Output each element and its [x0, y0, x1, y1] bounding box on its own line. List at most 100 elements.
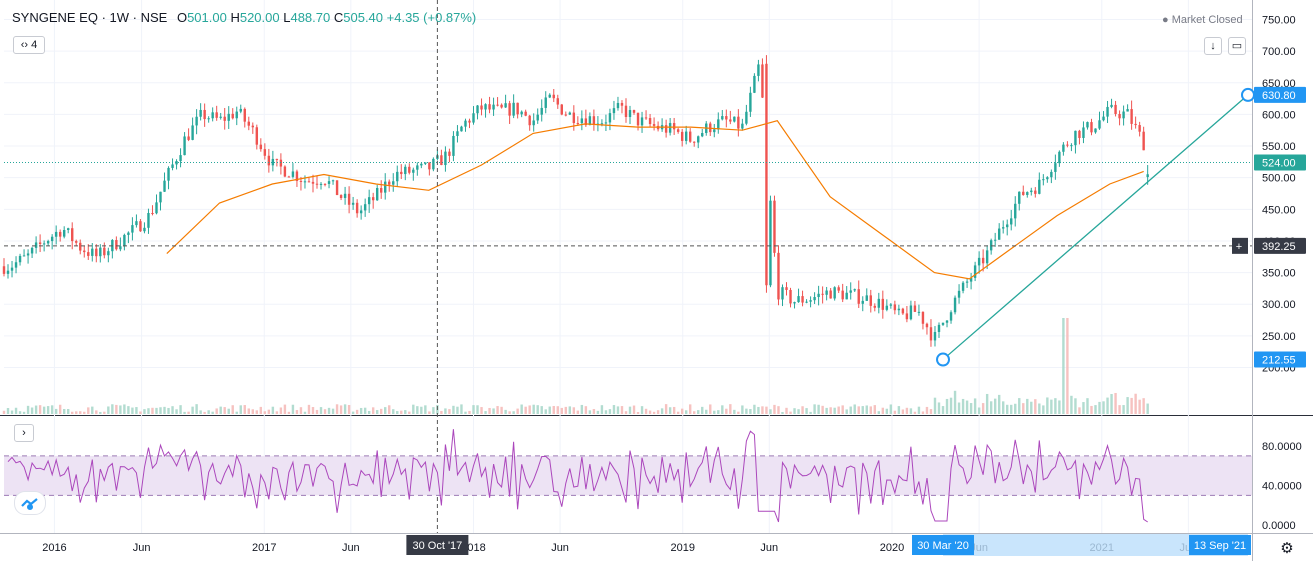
candle-body [857, 289, 860, 304]
candle-body [291, 171, 295, 177]
volume-bar [745, 408, 748, 414]
volume-bar [564, 406, 568, 414]
volume-bar [472, 405, 475, 414]
volume-bar [1086, 398, 1089, 414]
candle-body [127, 232, 130, 235]
price-tick-label: 350.00 [1262, 268, 1296, 280]
volume-bar [1114, 392, 1117, 414]
volume-bar [612, 405, 616, 414]
volume-bar [484, 411, 487, 414]
volume-bar [556, 406, 559, 414]
volume-bar [231, 405, 234, 414]
volume-bars [2, 318, 1149, 414]
volume-bar [416, 406, 419, 414]
candle-body [945, 320, 949, 323]
volume-bar [512, 411, 515, 414]
candle-body [38, 242, 42, 244]
price-axis[interactable]: 200.00250.00300.00350.00400.00450.00500.… [1262, 15, 1302, 533]
price-tick-label: 750.00 [1262, 15, 1296, 27]
trendline-start-handle[interactable] [936, 352, 951, 367]
volume-bar [660, 408, 664, 414]
volume-bar [797, 409, 800, 414]
candle-body [428, 162, 431, 170]
rsi-toggle-button[interactable]: › [14, 424, 34, 442]
chart-legend: SYNGENE EQ · 1W · NSE O501.00 H520.00 L4… [12, 10, 476, 25]
candle-body [873, 305, 876, 308]
candle-body [351, 202, 355, 205]
volume-bar [536, 405, 539, 414]
ohlc-values: O501.00 H520.00 L488.70 C505.40 +4.35 (+… [176, 10, 477, 25]
candle-body [315, 183, 319, 185]
candle-body [576, 123, 580, 125]
candle-body [953, 297, 957, 313]
candle-body [62, 230, 66, 237]
volume-bar [432, 407, 435, 414]
market-status: ● Market Closed [1162, 14, 1243, 26]
volume-bar [845, 409, 848, 414]
candle-body [247, 121, 250, 126]
volume-bar [363, 407, 367, 414]
gear-icon[interactable]: ⚙ [1280, 540, 1294, 557]
volume-bar [709, 404, 712, 414]
volume-bar [191, 406, 194, 414]
candle-body [488, 104, 491, 110]
candle-body [632, 110, 636, 113]
volume-bar [428, 411, 431, 414]
volume-bar [243, 405, 246, 414]
volume-bar [1130, 397, 1133, 414]
candle-body [1146, 174, 1149, 178]
candle-body [917, 311, 921, 313]
candle-body [223, 116, 226, 121]
volume-bar [1074, 398, 1077, 414]
candle-body [680, 131, 684, 141]
candle-body [472, 113, 475, 123]
candle-body [684, 131, 688, 141]
candle-body [1034, 190, 1037, 194]
overlays [4, 0, 1255, 533]
volume-bar [444, 408, 447, 414]
volume-bar [235, 411, 238, 414]
volume-bar [58, 404, 62, 414]
candle-body [243, 108, 246, 122]
candle-body [1094, 128, 1097, 133]
candle-body [1134, 123, 1137, 126]
tradingview-logo-icon[interactable] [14, 491, 46, 515]
volume-bar [620, 406, 624, 414]
volume-bar [817, 404, 820, 414]
volume-bar [34, 405, 38, 414]
volume-bar [1058, 400, 1061, 414]
volume-bar [588, 410, 592, 414]
volume-bar [311, 407, 315, 414]
candle-body [749, 92, 752, 112]
volume-bar [881, 407, 885, 414]
volume-bar [6, 408, 10, 414]
arrow-down-icon[interactable]: ↓ [1204, 37, 1222, 55]
price-tick-label: 450.00 [1262, 204, 1296, 216]
candle-body [600, 123, 604, 125]
candle-body [797, 296, 800, 303]
candles [2, 55, 1149, 347]
volume-bar [688, 404, 692, 414]
volume-bar [351, 411, 355, 414]
candle-body [480, 105, 483, 110]
rsi-line [7, 429, 1148, 523]
candle-body [701, 133, 704, 137]
candle-body [1098, 120, 1101, 129]
volume-bar [741, 405, 744, 414]
fullscreen-icon[interactable]: ▭ [1228, 37, 1246, 55]
volume-bar [267, 409, 271, 414]
volume-bar [79, 411, 82, 414]
volume-bar [568, 406, 572, 414]
candle-body [504, 103, 507, 108]
symbol-title[interactable]: SYNGENE EQ · 1W · NSE [12, 10, 168, 25]
candle-body [556, 98, 559, 105]
volume-bar [616, 406, 620, 414]
trendline-end-handle[interactable] [1240, 87, 1255, 102]
last-price-label: 524.00 [1262, 157, 1296, 169]
volume-bar [1001, 401, 1005, 414]
indicators-toggle-button[interactable]: ‹› 4 [13, 36, 45, 54]
candle-body [949, 312, 953, 321]
candle-body [612, 108, 616, 114]
candle-body [34, 242, 38, 248]
